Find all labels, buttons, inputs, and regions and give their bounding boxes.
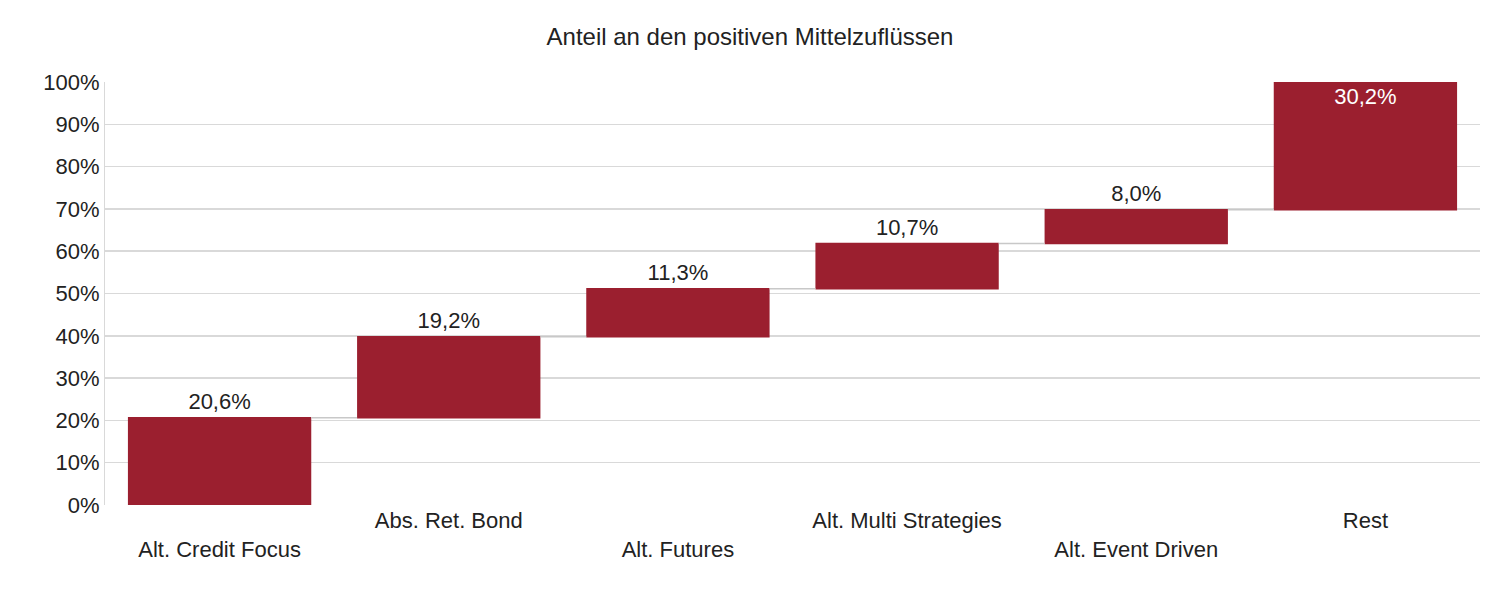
svg-text:90%: 90% [56, 112, 100, 137]
svg-text:100%: 100% [43, 70, 99, 95]
svg-text:Anteil an den positiven Mittel: Anteil an den positiven Mittelzuflüssen [547, 23, 954, 50]
svg-text:19,2%: 19,2% [418, 308, 480, 333]
svg-text:10%: 10% [56, 450, 100, 475]
svg-text:30%: 30% [56, 366, 100, 391]
svg-text:60%: 60% [56, 239, 100, 264]
svg-text:Abs. Ret. Bond: Abs. Ret. Bond [375, 508, 523, 533]
svg-text:10,7%: 10,7% [876, 215, 938, 240]
svg-text:70%: 70% [56, 197, 100, 222]
svg-text:Alt. Multi Strategies: Alt. Multi Strategies [812, 508, 1002, 533]
svg-text:11,3%: 11,3% [648, 260, 709, 285]
svg-text:20%: 20% [56, 408, 100, 433]
svg-text:30,2%: 30,2% [1334, 84, 1396, 109]
svg-text:Alt. Event Driven: Alt. Event Driven [1054, 537, 1218, 562]
svg-text:50%: 50% [56, 281, 100, 306]
svg-text:Rest: Rest [1343, 508, 1388, 533]
svg-text:Alt. Credit Focus: Alt. Credit Focus [138, 537, 301, 562]
svg-text:80%: 80% [56, 154, 100, 179]
svg-text:0%: 0% [68, 493, 100, 518]
svg-text:Alt. Futures: Alt. Futures [622, 537, 734, 562]
svg-text:20,6%: 20,6% [188, 389, 250, 414]
svg-text:40%: 40% [56, 324, 100, 349]
svg-text:8,0%: 8,0% [1111, 181, 1161, 206]
